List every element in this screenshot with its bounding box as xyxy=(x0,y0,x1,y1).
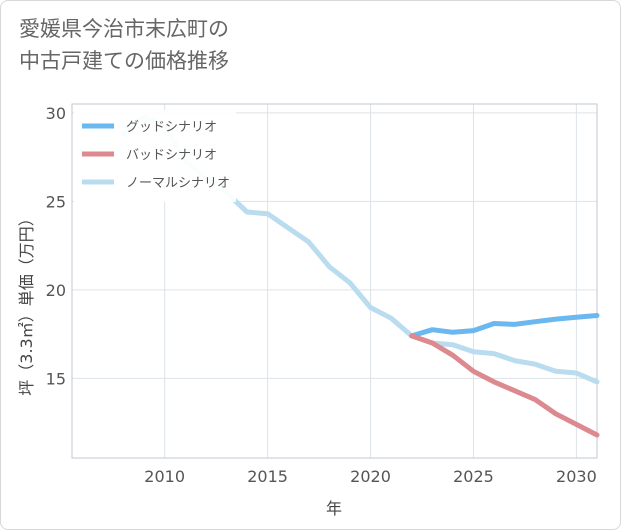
y-axis-title: 坪（3.3㎡）単価（万円） xyxy=(17,210,36,395)
chart-title: 愛媛県今治市末広町の 中古戸建ての価格推移 xyxy=(19,17,229,73)
y-tick-label: 30 xyxy=(46,104,66,123)
x-axis-title: 年 xyxy=(326,499,342,518)
x-tick-label: 2015 xyxy=(247,467,288,486)
legend-label-1: バッドシナリオ xyxy=(126,148,217,163)
series-line-1 xyxy=(409,333,600,438)
plot-area-border xyxy=(71,103,598,459)
series-line-0 xyxy=(409,313,600,339)
x-tick-label: 2030 xyxy=(556,467,597,486)
x-tick-label: 2010 xyxy=(144,467,185,486)
y-tick-label: 25 xyxy=(46,192,66,211)
legend-label-2: ノーマルシナリオ xyxy=(126,176,230,191)
x-tick-label: 2025 xyxy=(453,467,494,486)
y-tick-label: 15 xyxy=(46,369,66,388)
legend-label-0: グッドシナリオ xyxy=(126,120,217,135)
y-tick-label: 20 xyxy=(46,281,66,300)
x-tick-label: 2020 xyxy=(350,467,391,486)
